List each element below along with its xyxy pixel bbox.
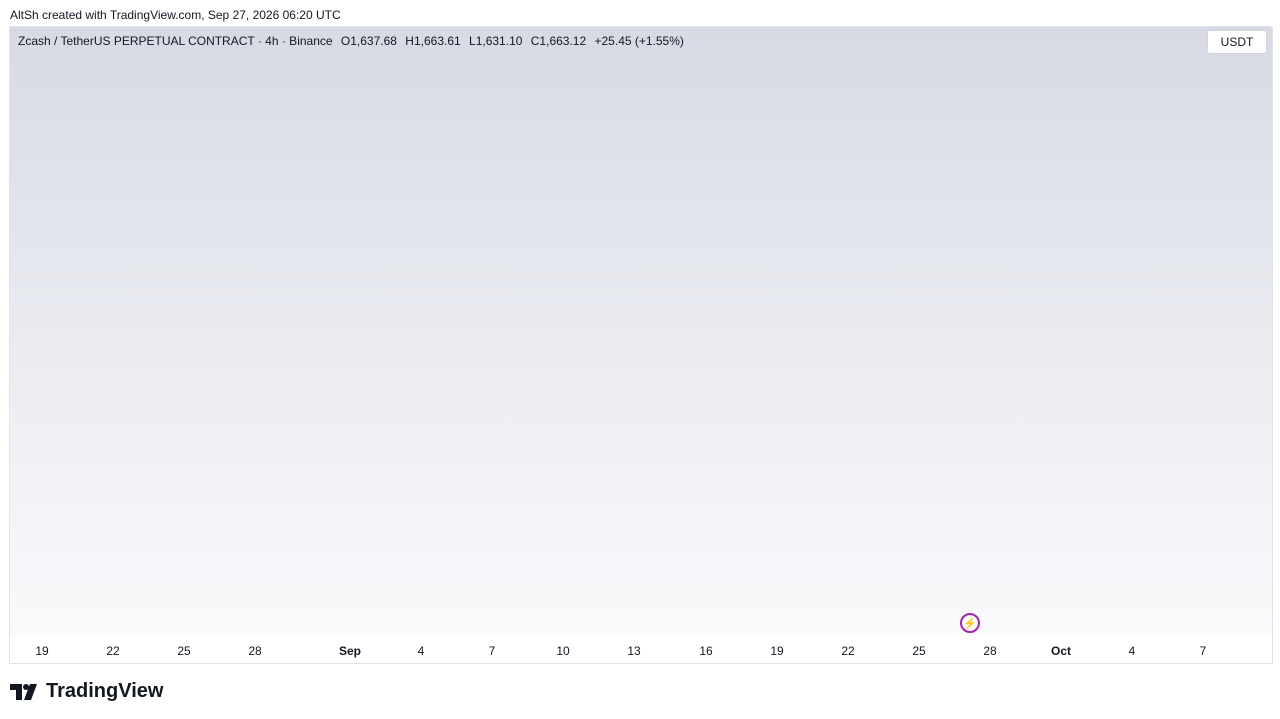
price-chart[interactable]: 2,300.002,100.002,000.001,900.001,720.00… [10, 27, 1272, 663]
x-tick-label: 16 [699, 644, 713, 658]
x-tick-label: 22 [106, 644, 120, 658]
ohlc-close: C1,663.12 [530, 34, 587, 48]
tradingview-logo[interactable]: TradingView [10, 680, 163, 703]
x-tick-label: Oct [1051, 644, 1071, 658]
tradingview-logo-icon [10, 683, 37, 700]
x-tick-label: Sep [339, 644, 361, 658]
x-tick-label: 25 [912, 644, 926, 658]
x-tick-label: 13 [627, 644, 641, 658]
brand-name: TradingView [46, 680, 164, 702]
ohlc-high: H1,663.61 [405, 34, 461, 48]
x-tick-label: 7 [1200, 644, 1207, 658]
x-tick-label: 22 [841, 644, 855, 658]
x-tick-label: 25 [177, 644, 191, 658]
chart-panel[interactable]: 2,300.002,100.002,000.001,900.001,720.00… [9, 26, 1273, 664]
bolt-icon[interactable]: ⚡ [960, 613, 980, 633]
x-tick-label: 4 [1129, 644, 1136, 658]
x-tick-label: 7 [489, 644, 496, 658]
x-tick-label: 19 [35, 644, 49, 658]
ohlc-low: L1,631.10 [469, 34, 523, 48]
symbol-name[interactable]: Zcash / TetherUS PERPETUAL CONTRACT · 4h… [18, 34, 333, 48]
x-tick-label: 28 [983, 644, 997, 658]
time-axis [10, 635, 1272, 663]
x-tick-label: 4 [418, 644, 425, 658]
symbol-legend: Zcash / TetherUS PERPETUAL CONTRACT · 4h… [18, 34, 689, 48]
x-tick-label: 19 [770, 644, 784, 658]
ohlc-open: O1,637.68 [340, 34, 397, 48]
x-tick-label: 28 [248, 644, 262, 658]
ohlc-change: +25.45 (+1.55%) [594, 34, 684, 48]
x-tick-label: 10 [556, 644, 570, 658]
credit-line: AltSh created with TradingView.com, Sep … [10, 8, 341, 22]
currency-button[interactable]: USDT [1207, 30, 1267, 54]
